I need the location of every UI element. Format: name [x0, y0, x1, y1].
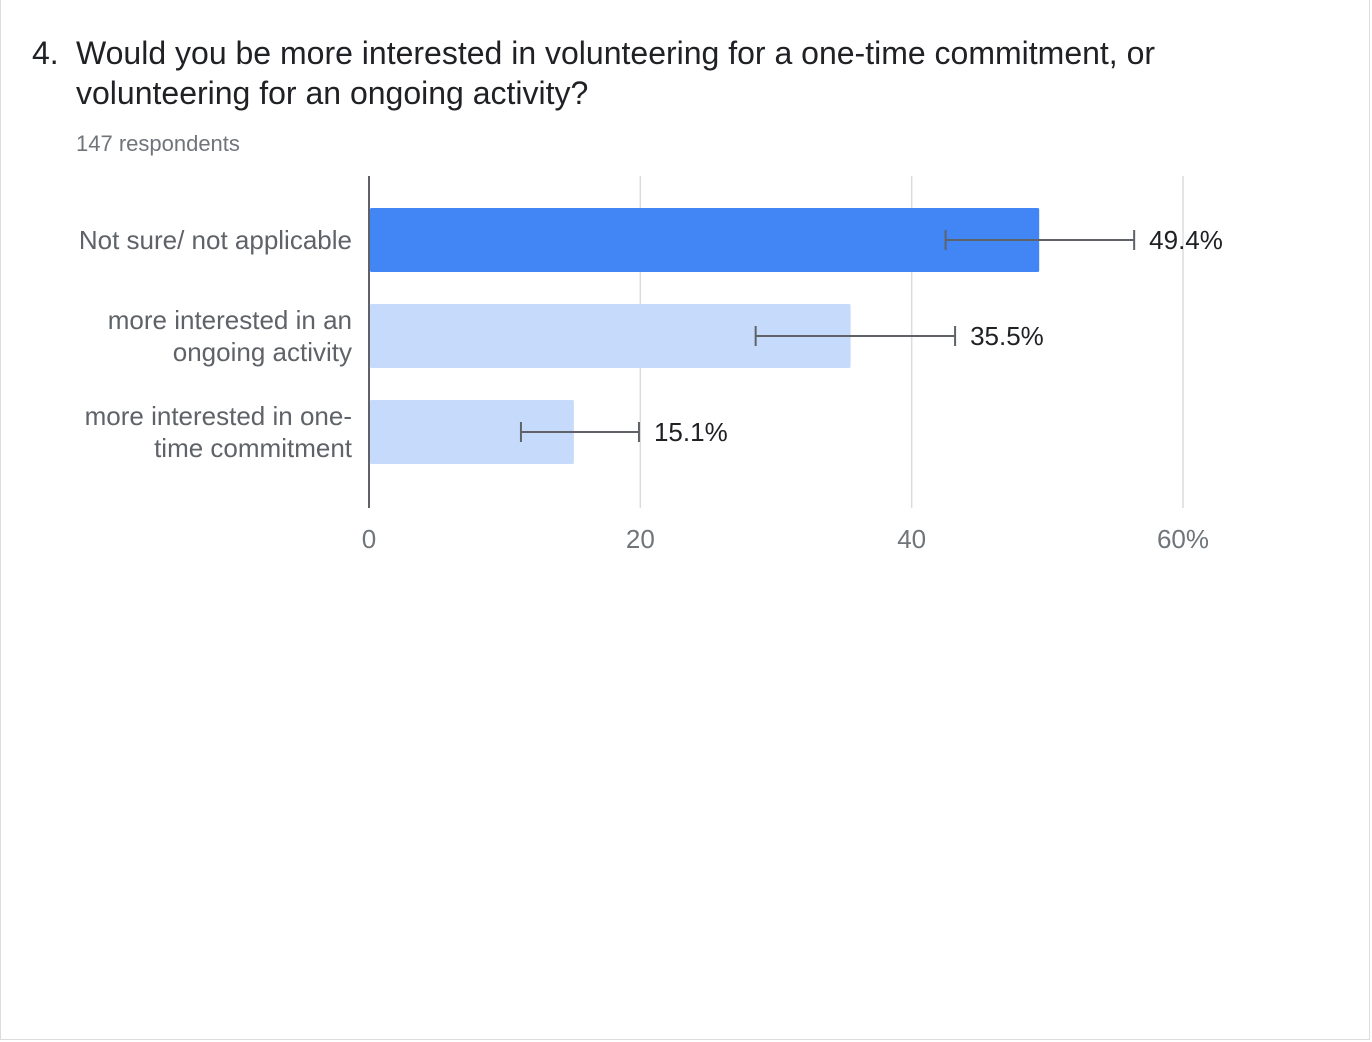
x-tick-label: 60% [1157, 524, 1209, 554]
bars [370, 208, 1040, 464]
bar [370, 208, 1040, 272]
category-label: ongoing activity [173, 337, 352, 367]
bar-chart: 0 20 40 60% 49.4% Not sure/ not applicable 35.… [79, 176, 1223, 554]
question-title: Would you be more interested in voluntee… [76, 35, 1156, 111]
respondent-count: 147 respondents [76, 131, 240, 156]
category-label: Not sure/ not applicable [79, 225, 352, 255]
labels: 0 20 40 60% 49.4% Not sure/ not applicable 35.… [79, 225, 1223, 554]
data-label: 35.5% [970, 321, 1044, 351]
error-bars [519, 230, 1136, 442]
x-tick-label: 0 [362, 524, 376, 554]
bar [370, 304, 851, 368]
data-label: 49.4% [1149, 225, 1223, 255]
x-tick-label: 20 [626, 524, 655, 554]
x-tick-label: 40 [897, 524, 926, 554]
category-label: more interested in one- [85, 401, 352, 431]
data-label: 15.1% [654, 417, 728, 447]
question-number: 4. [32, 35, 59, 71]
category-label: time commitment [154, 433, 353, 463]
category-label: more interested in an [108, 305, 352, 335]
bar [370, 400, 574, 464]
